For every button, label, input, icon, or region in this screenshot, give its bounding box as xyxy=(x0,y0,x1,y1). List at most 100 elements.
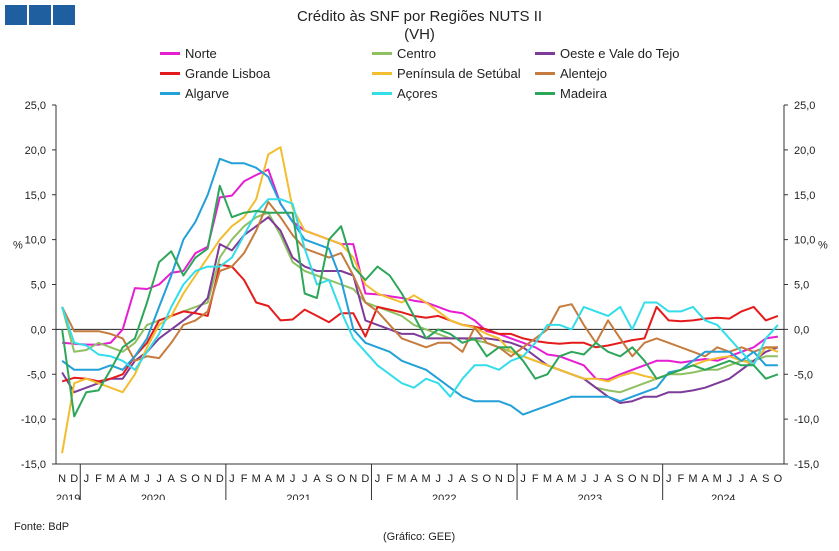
x-tick-label-month: F xyxy=(95,473,102,485)
y-tick-label-right: -5,0 xyxy=(794,369,813,381)
x-tick-label-month: D xyxy=(507,473,515,485)
x-tick-label-month: M xyxy=(276,473,285,485)
x-tick-label-month: S xyxy=(762,473,769,485)
legend-item: Centro xyxy=(372,46,436,61)
x-tick-label-month: J xyxy=(302,473,308,485)
chart-credit: (Gráfico: GEE) xyxy=(383,531,456,543)
x-tick-label-month: F xyxy=(677,473,684,485)
x-tick-label-month: A xyxy=(168,473,176,485)
x-tick-label-month: J xyxy=(156,473,162,485)
x-tick-label-month: S xyxy=(325,473,332,485)
legend-swatch xyxy=(535,72,555,75)
series-line-madeira xyxy=(61,184,779,418)
y-tick-label-right: 5,0 xyxy=(794,280,809,292)
y-tick-label-left: 0,0 xyxy=(31,324,46,336)
x-tick-label-month: A xyxy=(119,473,127,485)
y-tick-label-left: 5,0 xyxy=(31,280,46,292)
x-tick-label-year: 2019 xyxy=(56,493,80,500)
y-tick-label-right: -10,0 xyxy=(794,414,819,426)
x-tick-label-month: J xyxy=(581,473,587,485)
x-tick-label-month: S xyxy=(180,473,187,485)
x-tick-label-month: A xyxy=(265,473,273,485)
chart-subtitle: (VH) xyxy=(404,26,435,43)
series-line-grande-lisboa xyxy=(61,263,779,383)
x-tick-label-month: N xyxy=(349,473,357,485)
x-tick-label-month: S xyxy=(617,473,624,485)
x-tick-label-month: A xyxy=(459,473,467,485)
x-tick-label-month: N xyxy=(495,473,503,485)
series-line-algarve xyxy=(61,157,778,416)
x-tick-label-month: M xyxy=(130,473,139,485)
y-tick-label-left: 15,0 xyxy=(25,190,46,202)
y-tick-label-right: 0,0 xyxy=(794,324,809,336)
x-tick-label-month: D xyxy=(70,473,78,485)
legend-item: Grande Lisboa xyxy=(160,66,270,81)
x-tick-label-month: N xyxy=(58,473,66,485)
legend-item: Oeste e Vale do Tejo xyxy=(535,46,680,61)
legend-item: Norte xyxy=(160,46,217,61)
x-tick-label-month: J xyxy=(739,473,745,485)
series-line-acores xyxy=(61,198,779,398)
x-tick-label-month: J xyxy=(375,473,381,485)
logo-square xyxy=(29,5,51,25)
legend-swatch xyxy=(535,52,555,55)
x-tick-label-month: J xyxy=(144,473,150,485)
x-tick-label-month: A xyxy=(604,473,612,485)
series-line-norte xyxy=(62,168,779,381)
y-tick-label-left: -10,0 xyxy=(21,414,46,426)
y-tick-label-left: 10,0 xyxy=(25,235,46,247)
legend-label: Centro xyxy=(397,46,437,61)
x-tick-label-month: M xyxy=(421,473,430,485)
x-tick-label-month: J xyxy=(593,473,599,485)
x-tick-label-month: O xyxy=(628,473,637,485)
y-tick-label-left: 20,0 xyxy=(25,145,46,157)
series-line-alentejo xyxy=(61,200,778,362)
x-tick-label-month: O xyxy=(482,473,491,485)
legend-swatch xyxy=(160,52,180,55)
x-tick-label-month: S xyxy=(471,473,478,485)
x-tick-label-month: N xyxy=(204,473,212,485)
x-tick-label-month: A xyxy=(556,473,564,485)
x-tick-label-year: 2020 xyxy=(141,493,165,500)
legend-label: Açores xyxy=(397,86,438,101)
x-tick-label-month: A xyxy=(750,473,758,485)
y-tick-label-right: 25,0 xyxy=(794,100,815,112)
x-tick-label-month: D xyxy=(216,473,224,485)
y-tick-label-left: -5,0 xyxy=(27,369,46,381)
x-tick-label-year: 2023 xyxy=(578,493,602,500)
x-tick-label-month: M xyxy=(688,473,697,485)
legend-swatch xyxy=(372,52,392,55)
legend-swatch xyxy=(160,92,180,95)
legend-item: Açores xyxy=(372,86,437,101)
x-tick-label-month: M xyxy=(567,473,576,485)
x-tick-label-month: F xyxy=(386,473,393,485)
x-tick-label-year: 2021 xyxy=(286,493,310,500)
legend-label: Algarve xyxy=(185,86,230,101)
legend-item: Península de Setúbal xyxy=(372,66,521,81)
x-tick-label-month: F xyxy=(241,473,248,485)
x-tick-label-month: O xyxy=(337,473,346,485)
x-tick-label-month: J xyxy=(84,473,90,485)
y-tick-label-right: 20,0 xyxy=(794,145,815,157)
x-tick-label-month: J xyxy=(435,473,441,485)
y-tick-label-right: 10,0 xyxy=(794,235,815,247)
y-axis-label-left: % xyxy=(13,240,23,252)
y-tick-label-left: -15,0 xyxy=(21,459,46,471)
legend-swatch xyxy=(160,72,180,75)
logo-square xyxy=(53,5,75,25)
x-tick-label-year: 2022 xyxy=(432,493,456,500)
x-tick-label-month: N xyxy=(640,473,648,485)
x-tick-label-month: J xyxy=(666,473,672,485)
legend-label: Grande Lisboa xyxy=(185,66,271,81)
x-tick-label-month: J xyxy=(290,473,296,485)
legend-item: Alentejo xyxy=(535,66,607,81)
series-line-peninsula-de-setubal xyxy=(61,146,779,454)
legend-item: Madeira xyxy=(535,86,607,101)
legend-swatch xyxy=(535,92,555,95)
x-tick-label-month: J xyxy=(520,473,526,485)
legend-swatch xyxy=(372,72,392,75)
line-chart: -15,0 -15,0 -10,0 -10,0 -5,0 -5,0 0,0 0,0 5,0 5,0… xyxy=(13,100,828,500)
chart-title-block: Crédito às SNF por Regiões NUTS II (VH) xyxy=(0,8,839,44)
x-tick-label-month: F xyxy=(532,473,539,485)
x-tick-label-year: 2024 xyxy=(711,493,735,500)
